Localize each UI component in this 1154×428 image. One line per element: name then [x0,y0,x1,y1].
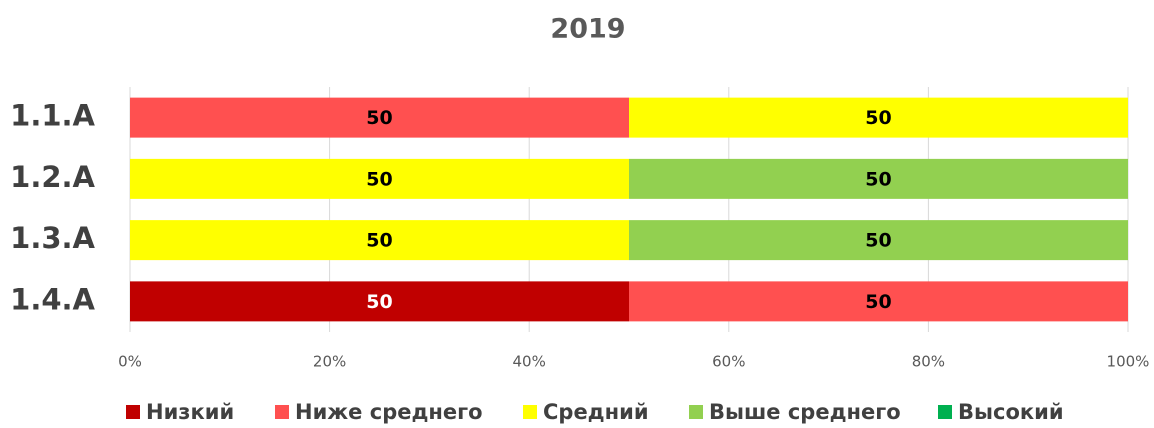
legend-label: Средний [543,400,649,424]
data-label: 50 [366,291,392,313]
x-tick-label: 20% [313,353,346,371]
legend-swatch [689,405,703,419]
data-label: 50 [366,107,392,129]
legend-swatch [938,405,952,419]
y-tick-label: 1.4.A [10,282,95,316]
bar-segment [130,281,629,322]
data-label: 50 [865,230,891,252]
legend-label: Ниже среднего [295,400,483,424]
x-tick-label: 40% [513,353,546,371]
x-tick-label: 80% [912,353,945,371]
bar-segment [130,158,629,199]
y-tick-label: 1.3.A [10,221,95,255]
legend-swatch [275,405,289,419]
bar-segment [629,97,1128,138]
bar-segment [629,281,1128,322]
legend-label: Высокий [958,400,1064,424]
x-tick-label: 0% [118,353,142,371]
bar-segment [629,220,1128,261]
chart-title: 2019 [550,14,625,45]
data-label: 50 [865,168,891,190]
y-tick-label: 1.2.A [10,160,95,194]
legend-swatch [523,405,537,419]
data-label: 50 [366,168,392,190]
x-tick-label: 100% [1107,353,1150,371]
legend-label: Низкий [146,400,234,424]
y-tick-label: 1.1.A [10,99,95,133]
legend-label: Выше среднего [709,400,901,424]
bar-segment [629,158,1128,199]
data-label: 50 [865,107,891,129]
x-tick-label: 60% [712,353,745,371]
data-label: 50 [366,230,392,252]
legend-swatch [126,405,140,419]
bar-segment [130,97,629,138]
bar-segment [130,220,629,261]
data-label: 50 [865,291,891,313]
